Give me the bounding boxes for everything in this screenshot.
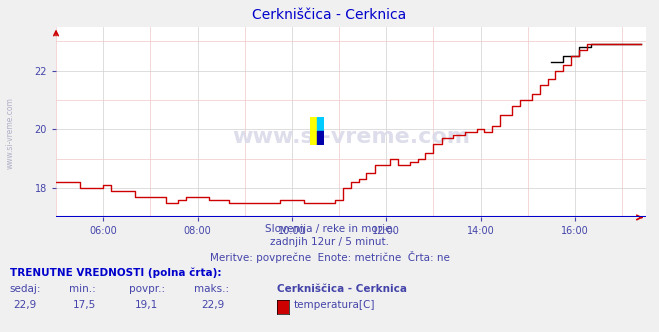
Text: Cerkniščica - Cerknica: Cerkniščica - Cerknica bbox=[277, 284, 407, 294]
Text: 22,9: 22,9 bbox=[201, 300, 224, 310]
Text: zadnjih 12ur / 5 minut.: zadnjih 12ur / 5 minut. bbox=[270, 237, 389, 247]
Text: www.si-vreme.com: www.si-vreme.com bbox=[232, 127, 470, 147]
Text: TRENUTNE VREDNOSTI (polna črta):: TRENUTNE VREDNOSTI (polna črta): bbox=[10, 267, 221, 278]
Text: 19,1: 19,1 bbox=[135, 300, 158, 310]
Bar bbox=[310, 117, 317, 145]
Text: maks.:: maks.: bbox=[194, 284, 229, 294]
Text: 22,9: 22,9 bbox=[13, 300, 36, 310]
Text: 17,5: 17,5 bbox=[72, 300, 96, 310]
Bar bbox=[317, 131, 324, 145]
Text: povpr.:: povpr.: bbox=[129, 284, 165, 294]
Bar bbox=[317, 117, 324, 131]
Text: www.si-vreme.com: www.si-vreme.com bbox=[5, 97, 14, 169]
Text: sedaj:: sedaj: bbox=[10, 284, 42, 294]
Text: Meritve: povprečne  Enote: metrične  Črta: ne: Meritve: povprečne Enote: metrične Črta:… bbox=[210, 251, 449, 263]
Text: Slovenija / reke in morje.: Slovenija / reke in morje. bbox=[264, 224, 395, 234]
Text: min.:: min.: bbox=[69, 284, 96, 294]
Text: Cerkniščica - Cerknica: Cerkniščica - Cerknica bbox=[252, 8, 407, 22]
Text: temperatura[C]: temperatura[C] bbox=[293, 300, 375, 310]
